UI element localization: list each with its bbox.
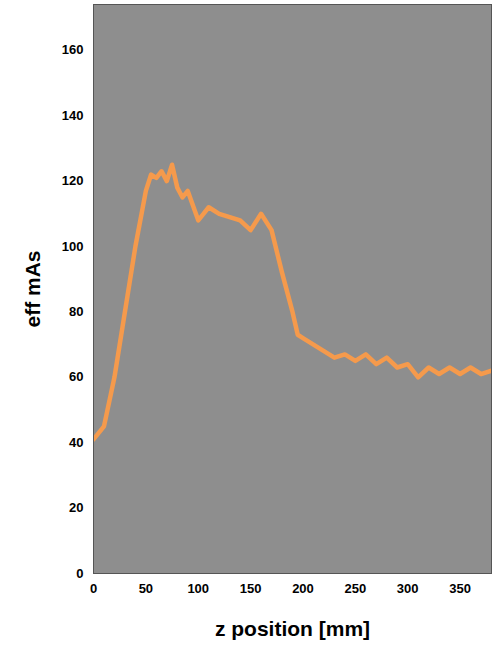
svg-text:60: 60 — [69, 369, 83, 384]
svg-text:100: 100 — [62, 239, 84, 254]
svg-text:150: 150 — [240, 581, 262, 596]
svg-text:140: 140 — [62, 108, 84, 123]
svg-text:z position [mm]: z position [mm] — [215, 617, 370, 640]
svg-text:eff mAs: eff mAs — [21, 250, 44, 327]
svg-text:40: 40 — [69, 435, 83, 450]
svg-text:160: 160 — [62, 42, 84, 57]
svg-text:20: 20 — [69, 500, 83, 515]
svg-text:350: 350 — [449, 581, 471, 596]
svg-text:250: 250 — [344, 581, 366, 596]
svg-text:300: 300 — [397, 581, 419, 596]
svg-text:120: 120 — [62, 173, 84, 188]
svg-text:100: 100 — [187, 581, 209, 596]
svg-text:0: 0 — [90, 581, 97, 596]
svg-text:50: 50 — [139, 581, 153, 596]
svg-text:80: 80 — [69, 304, 83, 319]
svg-text:0: 0 — [76, 566, 83, 581]
svg-text:200: 200 — [292, 581, 314, 596]
